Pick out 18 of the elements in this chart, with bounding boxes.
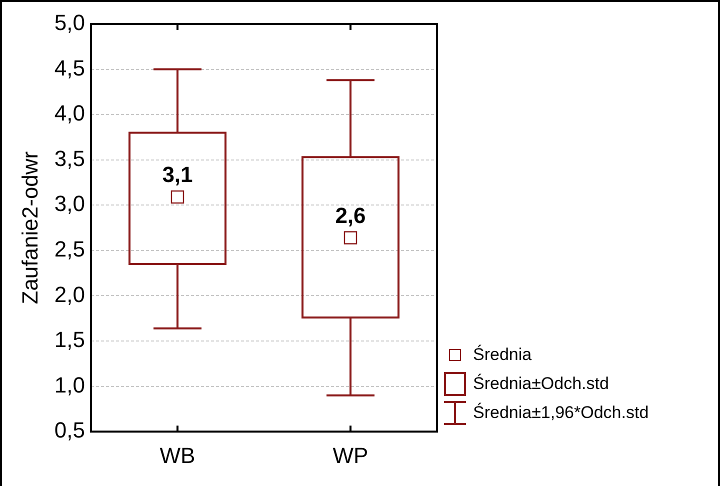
x-tick-label: WP <box>332 442 368 468</box>
y-tick-label: 2,0 <box>54 282 85 307</box>
y-tick-label: 2,5 <box>54 236 85 262</box>
y-tick-label: 1,5 <box>54 327 85 352</box>
x-tick-label: WB <box>160 442 196 468</box>
y-tick-label: 1,0 <box>54 372 85 398</box>
text: 3,1 <box>162 162 193 188</box>
text: Średnia±Odch.std <box>473 372 609 395</box>
y-tick-label: 3,0 <box>54 191 85 216</box>
y-tick-label: 4,0 <box>54 100 85 126</box>
text: Średnia <box>473 344 532 366</box>
y-axis-title: Zaufanie2-odwr <box>17 151 42 304</box>
text: Średnia±1,96*Odch.std <box>473 402 649 424</box>
y-tick-label: 5,0 <box>54 10 85 36</box>
y-tick-label: 0,5 <box>54 418 85 443</box>
text: 2,6 <box>335 202 366 228</box>
y-tick-label: 3,5 <box>54 146 85 171</box>
y-tick-label: 4,5 <box>54 55 85 80</box>
